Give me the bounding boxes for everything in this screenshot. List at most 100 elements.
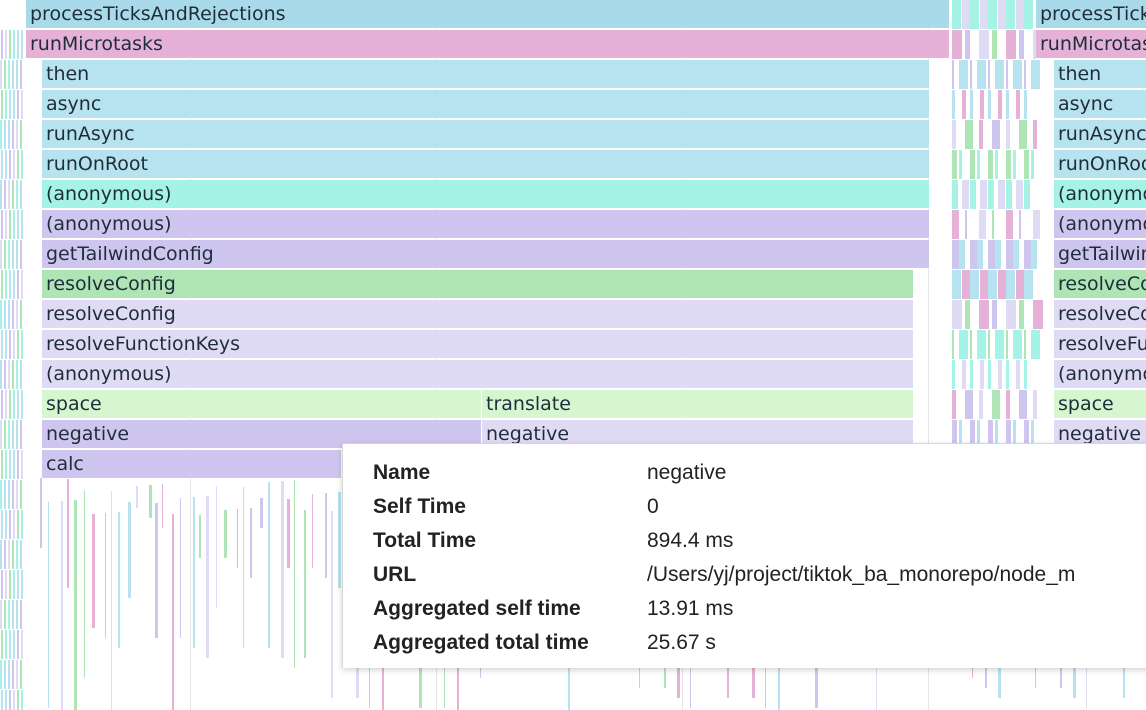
flame-narrow-frame — [8, 60, 10, 89]
flame-frame[interactable]: resolveFunctionKeys — [1054, 330, 1146, 359]
flame-frame[interactable]: then — [42, 60, 930, 89]
flame-frame[interactable]: processTicksAndRejections — [26, 0, 950, 29]
flame-deep-frame — [136, 486, 138, 508]
flame-frame[interactable]: async — [1054, 90, 1146, 119]
flame-narrow-frame — [0, 180, 2, 209]
flame-narrow-frame — [1033, 300, 1043, 329]
flame-narrow-frame — [9, 630, 11, 659]
flame-frame[interactable]: getTailwindConfig — [42, 240, 930, 269]
flame-narrow-frame — [1024, 150, 1029, 179]
flame-narrow-frame — [979, 390, 983, 419]
flame-narrow-frame — [952, 240, 960, 269]
flame-frame[interactable]: space — [42, 390, 482, 419]
flame-frame[interactable]: async — [42, 90, 930, 119]
flame-frame[interactable]: resolveConfig — [42, 300, 914, 329]
flame-narrow-frame — [998, 360, 1002, 389]
timeline-gridline — [928, 0, 929, 710]
flame-narrow-frame — [952, 330, 954, 359]
flame-deep-frame — [325, 493, 327, 578]
tooltip-key: Aggregated total time — [373, 631, 589, 654]
flame-frame[interactable]: (anonymous) — [1054, 210, 1146, 239]
flame-frame[interactable]: (anonymous) — [42, 180, 930, 209]
flame-narrow-frame — [12, 540, 14, 569]
flame-narrow-frame — [952, 60, 954, 89]
flame-frame[interactable]: processTicksAndRejections — [1036, 0, 1146, 29]
flame-narrow-frame — [1016, 360, 1020, 389]
flame-frame[interactable]: (anonymous) — [42, 210, 930, 239]
flame-narrow-frame — [17, 210, 19, 239]
flame-narrow-frame — [8, 300, 10, 329]
flame-narrow-frame — [9, 390, 11, 419]
flame-deep-frame — [40, 478, 42, 548]
flame-frame[interactable]: runAsync — [42, 120, 930, 149]
flame-frame[interactable]: translate — [482, 390, 914, 419]
flame-frame[interactable]: resolveConfig — [1054, 270, 1146, 299]
flame-narrow-frame — [5, 270, 7, 299]
flame-frame[interactable]: (anonymous) — [1054, 180, 1146, 209]
flame-narrow-frame — [21, 330, 23, 359]
flame-frame[interactable]: runAsync — [1054, 120, 1146, 149]
flame-deep-frame — [67, 479, 69, 588]
flame-narrow-frame — [5, 210, 7, 239]
flame-frame[interactable]: resolveFunctionKeys — [42, 330, 914, 359]
flame-narrow-frame — [13, 270, 15, 299]
flame-narrow-frame — [1006, 180, 1012, 209]
flame-narrow-frame — [1016, 90, 1020, 119]
tooltip-value: 894.4 ms — [647, 529, 734, 552]
flame-narrow-frame — [988, 240, 996, 269]
flame-frame[interactable]: getTailwindConfig — [1054, 240, 1146, 269]
flame-narrow-frame — [988, 360, 991, 389]
flame-narrow-frame — [1019, 30, 1024, 59]
flame-narrow-frame — [5, 450, 7, 479]
flame-narrow-frame — [1006, 270, 1015, 299]
flame-deep-frame — [149, 485, 152, 518]
flame-narrow-frame — [9, 510, 11, 539]
flame-narrow-frame — [1, 690, 3, 710]
flame-narrow-frame — [970, 420, 975, 449]
tooltip-key: Aggregated self time — [373, 597, 581, 620]
flame-narrow-frame — [1031, 150, 1034, 179]
flame-narrow-frame — [13, 630, 15, 659]
flame-frame[interactable]: resolveConfig — [1054, 300, 1146, 329]
flame-narrow-frame — [970, 0, 979, 29]
flame-narrow-frame — [5, 630, 7, 659]
flame-narrow-frame — [1006, 90, 1009, 119]
flame-narrow-frame — [21, 630, 23, 659]
flame-narrow-frame — [17, 570, 19, 599]
flame-narrow-frame — [4, 420, 6, 449]
flame-frame[interactable]: space — [1054, 390, 1146, 419]
flame-deep-frame — [180, 498, 181, 638]
flame-frame[interactable]: (anonymous) — [42, 360, 914, 389]
flame-narrow-frame — [979, 210, 986, 239]
flame-narrow-frame — [1006, 30, 1016, 59]
flame-narrow-frame — [20, 120, 22, 149]
flame-narrow-frame — [1006, 240, 1014, 269]
flame-narrow-frame — [20, 360, 22, 389]
flame-narrow-frame — [9, 690, 11, 710]
flame-narrow-frame — [16, 420, 18, 449]
flame-frame[interactable]: resolveConfig — [42, 270, 914, 299]
flame-narrow-frame — [0, 420, 2, 449]
flame-frame[interactable]: then — [1054, 60, 1146, 89]
flame-deep-frame — [172, 514, 174, 710]
flame-narrow-frame — [952, 90, 955, 119]
flame-narrow-frame — [998, 0, 1008, 29]
flame-frame[interactable]: runOnRoot — [42, 150, 930, 179]
flame-narrow-frame — [17, 630, 19, 659]
flame-narrow-frame — [962, 360, 966, 389]
flame-narrow-frame — [962, 0, 972, 29]
flame-deep-frame — [61, 501, 63, 710]
flame-narrow-frame — [995, 150, 998, 179]
flame-narrow-frame — [952, 210, 959, 239]
flame-frame[interactable]: (anonymous) — [1054, 360, 1146, 389]
flame-narrow-frame — [9, 270, 11, 299]
flame-frame[interactable]: runOnRoot — [1054, 150, 1146, 179]
flame-frame[interactable]: runMicrotasks — [1036, 30, 1146, 59]
flame-frame[interactable]: calc — [42, 450, 342, 479]
tooltip-value: 25.67 s — [647, 631, 716, 654]
flame-narrow-frame — [16, 240, 18, 269]
flame-frame[interactable]: runMicrotasks — [26, 30, 950, 59]
flame-narrow-frame — [16, 540, 18, 569]
flame-narrow-frame — [9, 330, 11, 359]
flame-narrow-frame — [17, 450, 19, 479]
